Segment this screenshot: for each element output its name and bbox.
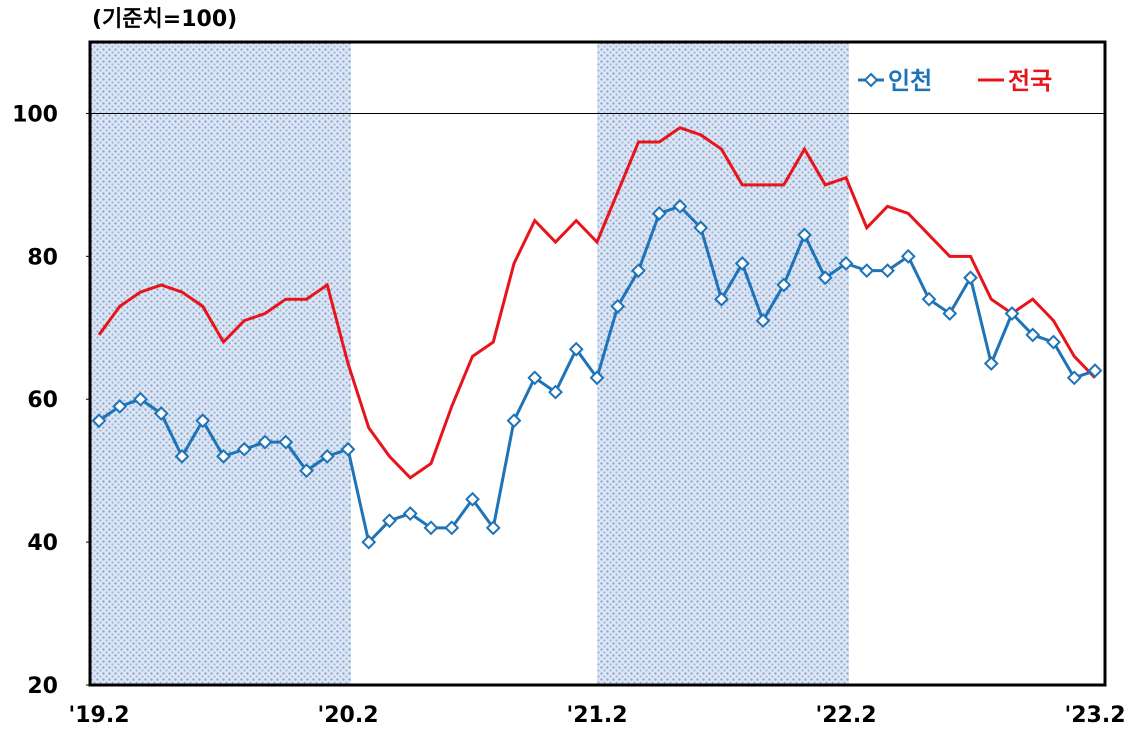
y-tick-label: 40 <box>27 531 58 556</box>
y-tick-label: 60 <box>27 388 58 413</box>
legend-marker <box>863 72 879 88</box>
shaded-period <box>597 42 849 685</box>
x-tick-label: '23.2 <box>1064 703 1125 728</box>
x-tick-label: '19.2 <box>68 703 129 728</box>
data-point <box>236 441 252 457</box>
data-point <box>610 298 626 314</box>
data-point <box>1046 334 1061 350</box>
data-point <box>880 263 895 279</box>
data-point <box>91 413 107 429</box>
data-point <box>299 463 314 479</box>
data-point <box>589 370 605 386</box>
data-point <box>382 513 397 529</box>
data-point <box>942 306 958 321</box>
data-point <box>900 248 916 264</box>
data-point <box>153 406 169 421</box>
x-tick-label: '21.2 <box>566 703 627 728</box>
data-point <box>631 263 646 279</box>
data-point <box>1025 327 1041 343</box>
y-tick-label: 20 <box>27 674 58 699</box>
y-tick-label: 100 <box>12 102 58 127</box>
data-point <box>1004 306 1020 321</box>
data-point <box>755 313 771 329</box>
x-tick-label: '20.2 <box>317 703 378 728</box>
x-tick-label: '22.2 <box>815 703 876 728</box>
y-tick-label: 80 <box>27 245 58 270</box>
data-point <box>983 356 999 371</box>
data-point <box>797 227 812 243</box>
data-point <box>548 384 563 400</box>
data-point <box>423 520 439 536</box>
unit-label: (기준치=100) <box>92 7 237 32</box>
data-point <box>402 506 418 521</box>
data-point <box>714 291 729 307</box>
data-point <box>112 398 128 414</box>
data-point <box>361 534 377 550</box>
data-point <box>859 263 875 279</box>
data-point <box>776 277 792 293</box>
shaded-period <box>90 42 351 685</box>
data-point <box>651 206 667 221</box>
data-point <box>527 370 543 386</box>
data-point <box>963 270 978 286</box>
data-point <box>1087 363 1103 379</box>
data-point <box>195 413 211 429</box>
data-point <box>216 448 231 464</box>
legend-label: 인천 <box>888 67 932 95</box>
data-point <box>817 270 833 286</box>
plot-frame <box>88 40 1107 687</box>
data-point <box>257 434 273 450</box>
data-point <box>921 291 937 307</box>
data-point <box>444 520 460 536</box>
data-point <box>568 341 584 357</box>
data-point <box>485 520 501 536</box>
data-point <box>506 413 522 429</box>
data-point <box>465 491 480 507</box>
data-point <box>693 220 709 236</box>
series-line <box>97 126 1097 480</box>
data-point <box>319 448 335 464</box>
data-point <box>1066 370 1082 386</box>
data-point <box>278 434 294 450</box>
legend-label: 전국 <box>1008 67 1052 95</box>
data-point <box>133 391 148 407</box>
data-point <box>672 198 688 214</box>
data-point <box>838 256 854 271</box>
data-point <box>340 441 356 457</box>
data-point <box>174 448 190 464</box>
data-point <box>734 256 750 271</box>
